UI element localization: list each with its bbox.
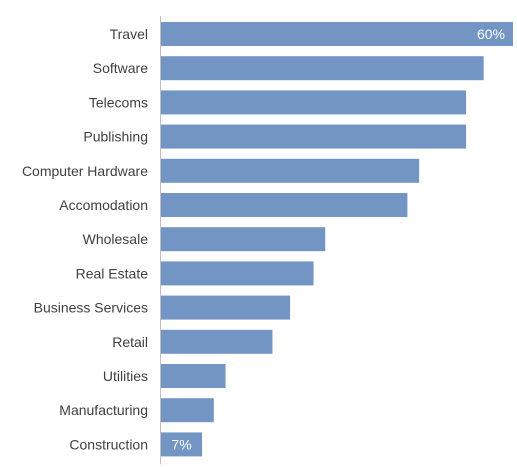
category-label-retail: Retail (112, 334, 148, 350)
category-label-manufacturing: Manufacturing (59, 402, 148, 418)
bar-travel (161, 22, 513, 46)
category-label-real-estate: Real Estate (76, 265, 149, 281)
category-label-wholesale: Wholesale (83, 231, 149, 247)
bar-accomodation (161, 193, 408, 217)
bar-construction (161, 432, 203, 457)
data-label-construction: 7% (171, 436, 191, 452)
bar-utilities (161, 364, 226, 388)
bar-publishing (161, 124, 467, 149)
bar-software (161, 56, 484, 81)
data-labels-group: 60% 7% (171, 26, 505, 452)
bar-retail (161, 329, 273, 354)
category-label-accomodation: Accomodation (59, 197, 148, 213)
category-label-utilities: Utilities (103, 368, 148, 384)
bar-business-services (161, 295, 291, 320)
bars-group (161, 22, 513, 457)
category-label-software: Software (93, 60, 148, 76)
category-label-publishing: Publishing (83, 129, 148, 145)
bar-wholesale (161, 227, 326, 252)
data-label-travel: 60% (477, 26, 505, 42)
bar-computer-hardware (161, 158, 420, 183)
category-label-telecoms: Telecoms (89, 94, 148, 110)
bar-manufacturing (161, 398, 214, 423)
category-label-travel: Travel (110, 26, 148, 42)
category-labels-group: Travel Software Telecoms Publishing Computer… (22, 26, 148, 452)
category-label-business-services: Business Services (34, 300, 148, 316)
bar-telecoms (161, 90, 467, 115)
category-label-construction: Construction (69, 436, 148, 452)
bar-real-estate (161, 261, 314, 286)
category-label-computer-hardware: Computer Hardware (22, 163, 148, 179)
